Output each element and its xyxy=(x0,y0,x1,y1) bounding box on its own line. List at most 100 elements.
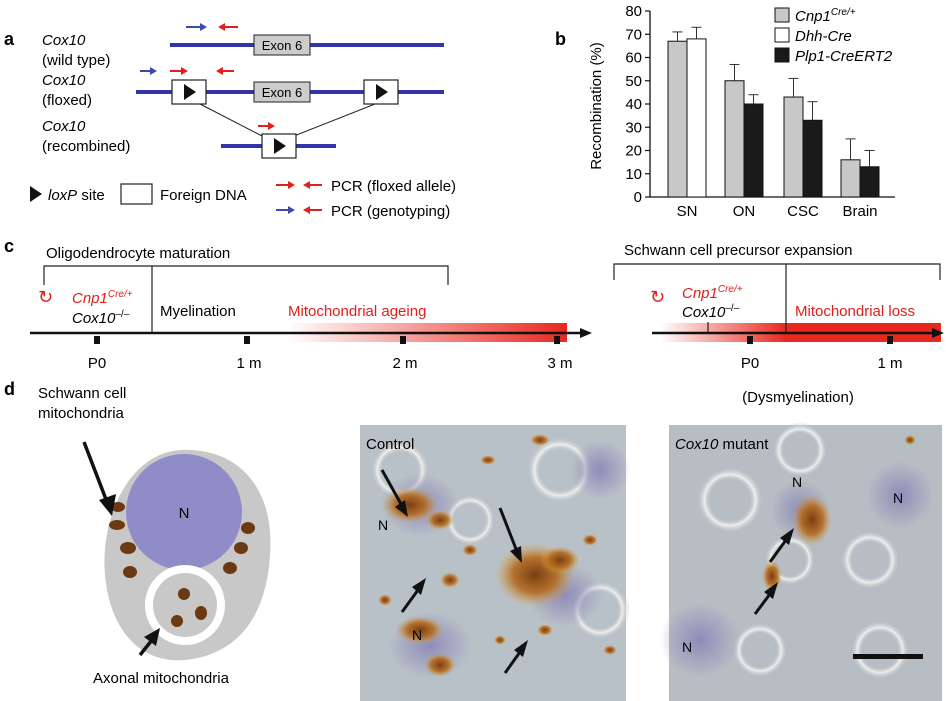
mitochondrion xyxy=(223,562,237,574)
x-tick-label: Brain xyxy=(842,203,877,220)
bar xyxy=(802,119,823,198)
panel-d: d Schwann cell mitochondria N Axonal mit… xyxy=(4,379,942,701)
y-tick-label: 30 xyxy=(625,119,642,136)
panel-a-letter: a xyxy=(4,29,15,49)
panel-b-letter: b xyxy=(555,29,566,49)
scale-bar xyxy=(853,654,923,659)
floxed-state-label: (floxed) xyxy=(42,92,92,109)
panel-c-letter: c xyxy=(4,236,14,256)
pcr-genotyping-legend: PCR (genotyping) xyxy=(331,203,450,220)
panel-a: a Cox10 (wild type) Cox10 (floxed) Cox10… xyxy=(4,23,456,220)
left-timeline: Oligodendrocyte maturation ↻ Cnp1Cre/+ C… xyxy=(30,245,592,372)
mutant-n-label-3: N xyxy=(682,639,692,655)
bar xyxy=(783,96,804,198)
cycle-arrow-icon-left: ↻ xyxy=(38,287,53,307)
nucleus xyxy=(126,454,242,570)
mitochondrion xyxy=(123,566,137,578)
legend-swatch xyxy=(774,47,790,63)
cycle-arrow-icon-right: ↻ xyxy=(650,287,665,307)
y-tick-label: 40 xyxy=(625,96,642,113)
cox-label-left: Cox10–/– xyxy=(72,309,130,327)
bar xyxy=(686,38,707,198)
floxed-gene-label: Cox10 xyxy=(42,72,86,89)
schwann-mito-label-2: mitochondria xyxy=(38,405,125,422)
mutant-n-label-1: N xyxy=(792,474,802,490)
oligodendrocyte-maturation-label: Oligodendrocyte maturation xyxy=(46,245,230,262)
tick-3m-left: 3 m xyxy=(547,355,572,372)
x-tick-label: ON xyxy=(733,203,756,220)
recombined-gene-label: Cox10 xyxy=(42,118,86,135)
bar xyxy=(840,159,861,198)
pcr-floxed-legend: PCR (floxed allele) xyxy=(331,178,456,195)
mitochondrion xyxy=(109,520,125,530)
bar xyxy=(743,103,764,198)
schwann-mito-label-1: Schwann cell xyxy=(38,385,126,402)
nucleus-label: N xyxy=(179,505,190,522)
wt-state-label: (wild type) xyxy=(42,52,110,69)
right-timeline: Schwann cell precursor expansion ↻ Cnp1C… xyxy=(613,242,944,406)
legend-label: Plp1-CreERT2 xyxy=(795,48,893,65)
mitochondrion xyxy=(120,542,136,554)
chart-legend: Cnp1Cre/+ Dhh-Cre Plp1-CreERT2 xyxy=(774,7,893,65)
legend-swatch xyxy=(774,7,790,23)
panel-c: c Oligodendrocyte maturation ↻ Cnp1Cre/+… xyxy=(4,236,944,406)
mitochondrial-ageing-label: Mitochondrial ageing xyxy=(288,303,426,320)
cnp-label-left: Cnp1Cre/+ xyxy=(72,289,133,307)
axonal-mitochondrion xyxy=(195,606,207,620)
panel-b: b Recombination (%) 0 10 20 30 40 50 60 70 80 SN… xyxy=(555,3,895,220)
axonal-mitochondrion xyxy=(171,615,183,627)
mitochondrial-loss-label: Mitochondrial loss xyxy=(795,303,915,320)
foreign-dna-box-icon xyxy=(120,183,153,205)
cnp-label-right: Cnp1Cre/+ xyxy=(682,284,743,302)
schwann-expansion-label: Schwann cell precursor expansion xyxy=(624,242,852,259)
dysmyelination-label: (Dysmyelination) xyxy=(742,389,854,406)
panel-a-legend: loxP site Foreign DNA PCR (floxed allele… xyxy=(30,178,456,220)
y-tick-label: 20 xyxy=(625,143,642,160)
wt-gene-label: Cox10 xyxy=(42,32,86,49)
foreign-dna-legend: Foreign DNA xyxy=(160,187,247,204)
chart-x-labels: SN ON CSC Brain xyxy=(677,203,878,220)
exon-label-floxed: Exon 6 xyxy=(262,85,302,100)
floxed-allele: Exon 6 xyxy=(136,67,444,137)
x-tick-label: CSC xyxy=(787,203,819,220)
mutant-n-label-2: N xyxy=(893,490,903,506)
axonal-mito-label: Axonal mitochondria xyxy=(93,670,230,687)
schwann-cell-schematic: N Axonal mitochondria xyxy=(82,441,271,687)
chart-axes: 0 10 20 30 40 50 60 70 80 xyxy=(625,3,895,206)
control-n-label-1: N xyxy=(378,517,388,533)
recombined-state-label: (recombined) xyxy=(42,138,130,155)
y-axis-label: Recombination (%) xyxy=(588,42,605,170)
y-tick-label: 70 xyxy=(625,26,642,43)
mitochondrion xyxy=(111,502,125,512)
axon-inner xyxy=(153,573,217,637)
recombined-allele xyxy=(221,122,336,159)
mutant-micrograph: Cox10 mutant N N N xyxy=(660,422,942,701)
tick-2m-left: 2 m xyxy=(392,355,417,372)
legend-label: Dhh-Cre xyxy=(795,28,852,45)
tick-p0-right: P0 xyxy=(741,355,759,372)
tick-1m-left: 1 m xyxy=(236,355,261,372)
control-n-label-2: N xyxy=(412,627,422,643)
mitochondrion xyxy=(241,522,255,534)
y-tick-label: 60 xyxy=(625,50,642,67)
chart-bars xyxy=(667,26,880,198)
bar xyxy=(667,40,688,198)
control-micrograph: Control N N xyxy=(360,425,630,701)
x-tick-label: SN xyxy=(677,203,698,220)
bar xyxy=(724,80,745,198)
y-tick-label: 0 xyxy=(634,189,642,206)
tick-p0-left: P0 xyxy=(88,355,106,372)
bar xyxy=(859,166,880,198)
cox-label-right: Cox10–/– xyxy=(682,303,740,321)
control-label: Control xyxy=(366,436,414,453)
loxp-legend: loxP site xyxy=(48,187,105,204)
wild-type-allele: Exon 6 xyxy=(170,23,444,56)
y-tick-label: 10 xyxy=(625,166,642,183)
legend-swatch xyxy=(774,27,790,43)
y-tick-label: 80 xyxy=(625,3,642,20)
axonal-mitochondrion xyxy=(178,588,190,600)
y-tick-label: 50 xyxy=(625,73,642,90)
myelination-label: Myelination xyxy=(160,303,236,320)
legend-label: Cnp1Cre/+ xyxy=(795,7,856,25)
